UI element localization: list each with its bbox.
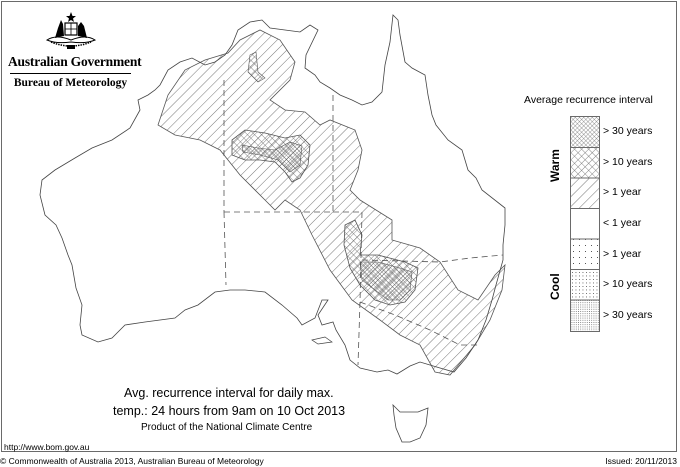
region-warm-30yr-southeast [359,261,413,301]
warm-label: Warm [548,149,562,182]
legend-pattern-column [571,117,599,331]
state-borders [223,80,504,366]
commonwealth-coat-of-arms-icon [45,12,96,49]
org-primary: Australian Government [8,54,142,69]
caption-line-1: Avg. recurrence interval for daily max. [124,386,334,400]
caption-line-2: temp.: 24 hours from 9am on 10 Oct 2013 [113,404,346,418]
legend-swatches [570,116,600,332]
region-warm-1yr [157,29,506,376]
cool-label: Cool [548,273,562,300]
swatch-neutral [571,208,599,239]
issued-date: Issued: 20/11/2013 [605,456,677,466]
logo-divider [10,73,131,74]
legend-label-warm-10yr: > 10 years [603,156,653,168]
swatch-warm-10yr [571,147,599,178]
swatch-warm-30yr [571,117,599,148]
swatch-warm-1yr [571,178,599,209]
legend-title: Average recurrence interval [524,94,653,106]
australia-coastline [39,14,506,375]
bom-url-link[interactable]: http://www.bom.gov.au [4,442,90,452]
tasmania-coastline [392,403,429,443]
swatch-cool-1yr [571,239,599,270]
region-warm-10yr-north [247,51,266,83]
swatch-cool-10yr [571,269,599,300]
legend-label-cool-10yr: > 10 years [603,278,653,290]
kangaroo-island [311,336,333,345]
region-warm-30yr-central [241,141,303,173]
legend-label-cool-1yr: > 1 year [603,248,642,260]
bom-logo: Australian Government Bureau of Meteorol… [8,10,142,89]
copyright-notice: © Commonwealth of Australia 2013, Austra… [0,456,264,466]
legend-label-cool-30yr: > 30 years [603,309,653,321]
map-frame [1,1,677,452]
org-secondary: Bureau of Meteorology [13,77,128,89]
legend-label-neutral: < 1 year [603,217,642,229]
swatch-cool-30yr [571,300,599,331]
legend-label-warm-30yr: > 30 years [603,125,653,137]
legend-label-warm-1yr: > 1 year [603,186,642,198]
caption-line-3: Product of the National Climate Centre [141,422,313,433]
